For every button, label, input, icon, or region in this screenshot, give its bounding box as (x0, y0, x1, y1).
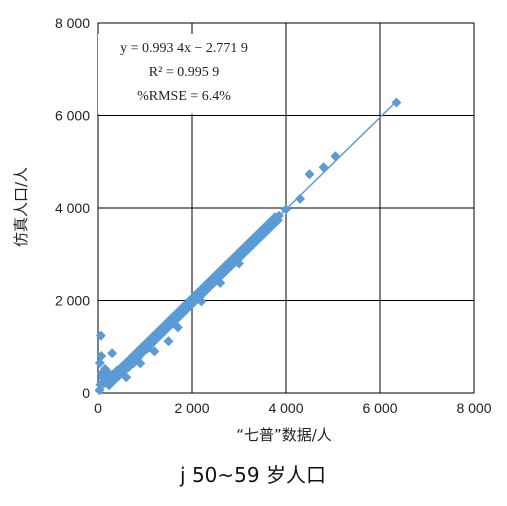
x-tick-label: 8 000 (456, 400, 491, 416)
y-tick-label: 0 (82, 385, 90, 401)
x-tick-label: 4 000 (268, 400, 303, 416)
y-axis-title: 仿真人口/人 (12, 167, 30, 247)
data-point (281, 204, 291, 215)
data-point (391, 97, 402, 108)
data-point (163, 336, 174, 347)
data-point (295, 193, 306, 204)
x-tick-labels: 0 2 000 4 000 6 000 8 000 (94, 400, 492, 416)
x-axis-title: “七普”数据/人 (236, 426, 332, 444)
data-point (95, 330, 106, 341)
y-tick-label: 4 000 (55, 200, 90, 216)
x-tick-label: 6 000 (362, 400, 397, 416)
r-squared-text: R² = 0.995 9 (149, 65, 219, 80)
data-point (304, 169, 315, 180)
x-tick-label: 2 000 (174, 400, 209, 416)
data-point (149, 346, 160, 357)
dense-point-band (101, 212, 283, 391)
y-tick-label: 2 000 (55, 293, 90, 309)
data-point (330, 151, 341, 162)
data-point (96, 351, 107, 361)
plot-frame (97, 22, 475, 394)
figure-caption: j 50~59 岁人口 (179, 463, 326, 487)
x-tick-label: 0 (94, 400, 102, 416)
rmse-text: %RMSE = 6.4% (137, 89, 231, 104)
equation-box: y = 0.993 4x − 2.771 9 R² = 0.995 9 %RMS… (98, 34, 270, 114)
data-point (107, 348, 118, 359)
data-point (318, 162, 329, 173)
data-points (94, 97, 402, 396)
equation-text: y = 0.993 4x − 2.771 9 (120, 41, 248, 56)
y-tick-labels: 0 2 000 4 000 6 000 8 000 (55, 15, 90, 401)
data-point (94, 357, 105, 368)
y-tick-label: 6 000 (55, 108, 90, 124)
y-tick-label: 8 000 (55, 15, 90, 31)
